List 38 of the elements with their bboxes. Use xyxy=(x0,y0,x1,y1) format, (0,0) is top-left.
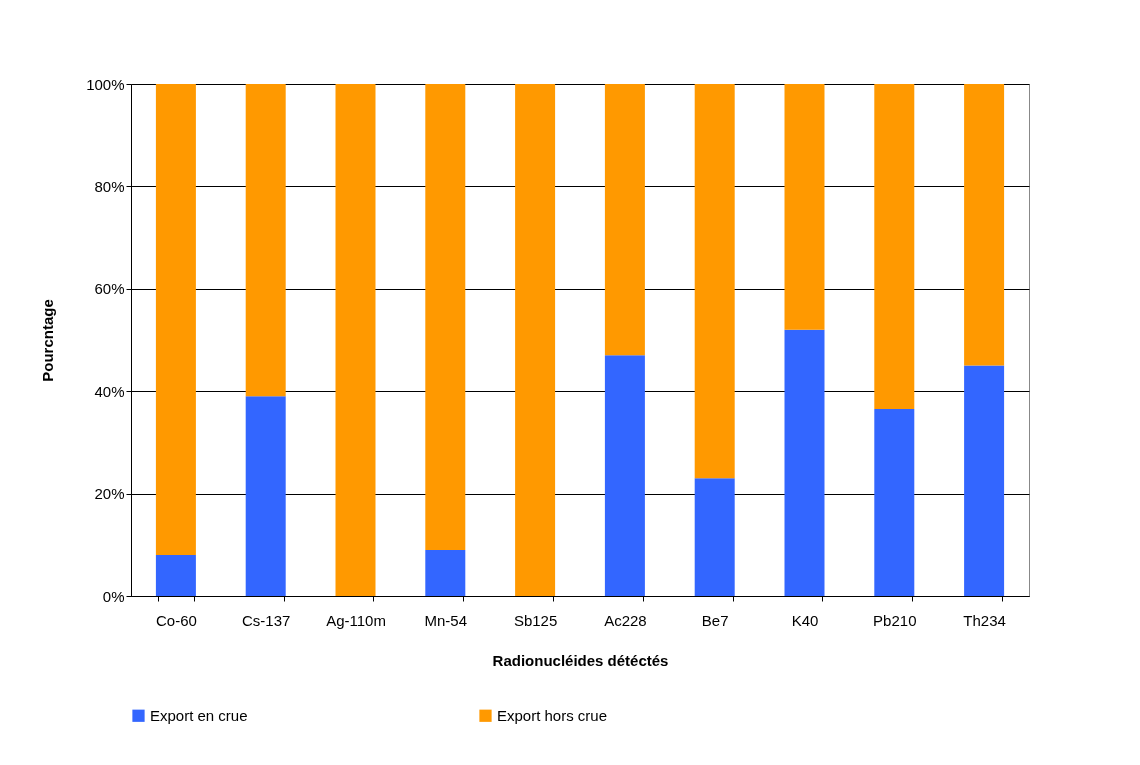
y-tick-label: 60% xyxy=(94,280,125,298)
x-axis-title: Radionucléides détéctés xyxy=(492,651,669,669)
bar xyxy=(874,409,915,596)
x-tick-label: K40 xyxy=(791,611,819,629)
x-tick-label: Th234 xyxy=(963,611,1006,629)
bar xyxy=(604,84,645,356)
x-tick-label: Cs-137 xyxy=(242,611,291,629)
y-tick-label: 40% xyxy=(94,382,125,400)
legend-label: Export hors crue xyxy=(497,706,608,724)
x-tick-label: Ag-110m xyxy=(326,611,386,629)
bar xyxy=(515,84,556,596)
bar xyxy=(155,84,196,556)
bar xyxy=(874,84,915,410)
bar xyxy=(425,549,466,596)
bar xyxy=(964,365,1005,596)
bar xyxy=(784,329,825,596)
bar xyxy=(784,84,825,330)
bar xyxy=(694,84,735,479)
x-tick-label: Ac228 xyxy=(604,611,647,629)
bar xyxy=(694,478,735,596)
x-tick-label: Sb125 xyxy=(513,611,558,629)
bar xyxy=(335,84,376,596)
y-axis-title: Pourcntage xyxy=(39,299,57,382)
bar xyxy=(245,84,286,397)
bar xyxy=(964,84,1005,366)
y-tick-label: 0% xyxy=(102,587,125,605)
legend-label: Export en crue xyxy=(150,706,248,724)
bar xyxy=(155,555,196,596)
x-tick-label: Co-60 xyxy=(155,611,197,629)
y-tick-label: 100% xyxy=(86,75,125,93)
x-tick-label: Be7 xyxy=(701,611,729,629)
bar xyxy=(425,84,466,550)
bar xyxy=(245,396,286,596)
y-tick-label: 80% xyxy=(94,177,125,195)
x-tick-label: Mn-54 xyxy=(424,611,468,629)
bar xyxy=(604,355,645,596)
x-tick-label: Pb210 xyxy=(873,611,917,629)
y-tick-label: 20% xyxy=(94,485,125,503)
